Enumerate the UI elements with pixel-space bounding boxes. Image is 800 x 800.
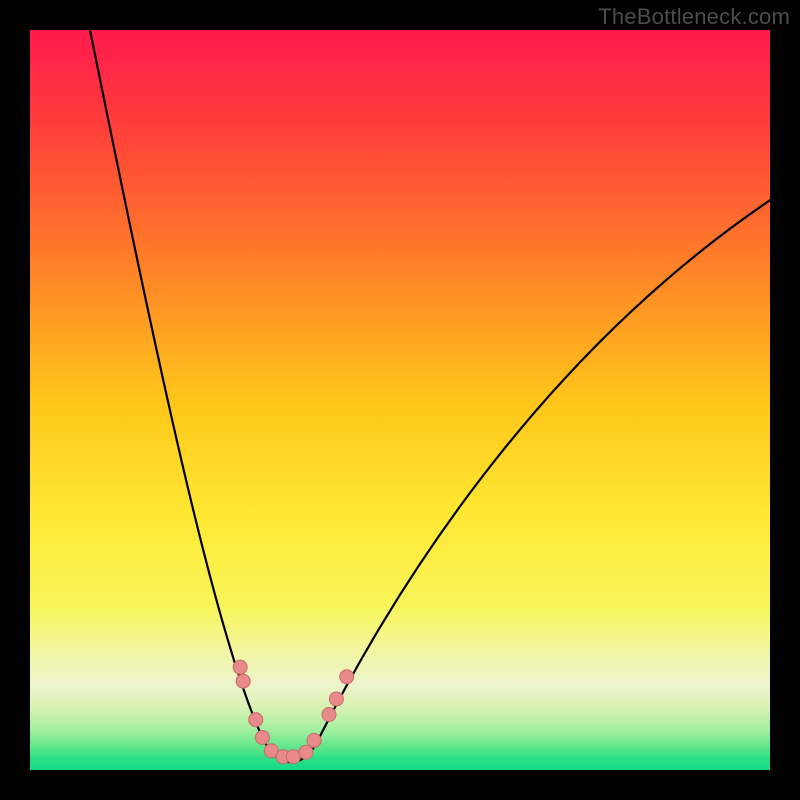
data-marker (340, 670, 354, 684)
data-marker (255, 730, 269, 744)
data-marker (307, 733, 321, 747)
gradient-background (30, 30, 770, 770)
data-marker (233, 660, 247, 674)
watermark-text: TheBottleneck.com (598, 4, 790, 30)
data-marker (286, 750, 300, 764)
data-marker (329, 692, 343, 706)
outer-frame: TheBottleneck.com (0, 0, 800, 800)
plot-svg (30, 30, 770, 770)
plot-area (30, 30, 770, 770)
data-marker (299, 745, 313, 759)
data-marker (322, 708, 336, 722)
data-marker (236, 674, 250, 688)
data-marker (249, 713, 263, 727)
